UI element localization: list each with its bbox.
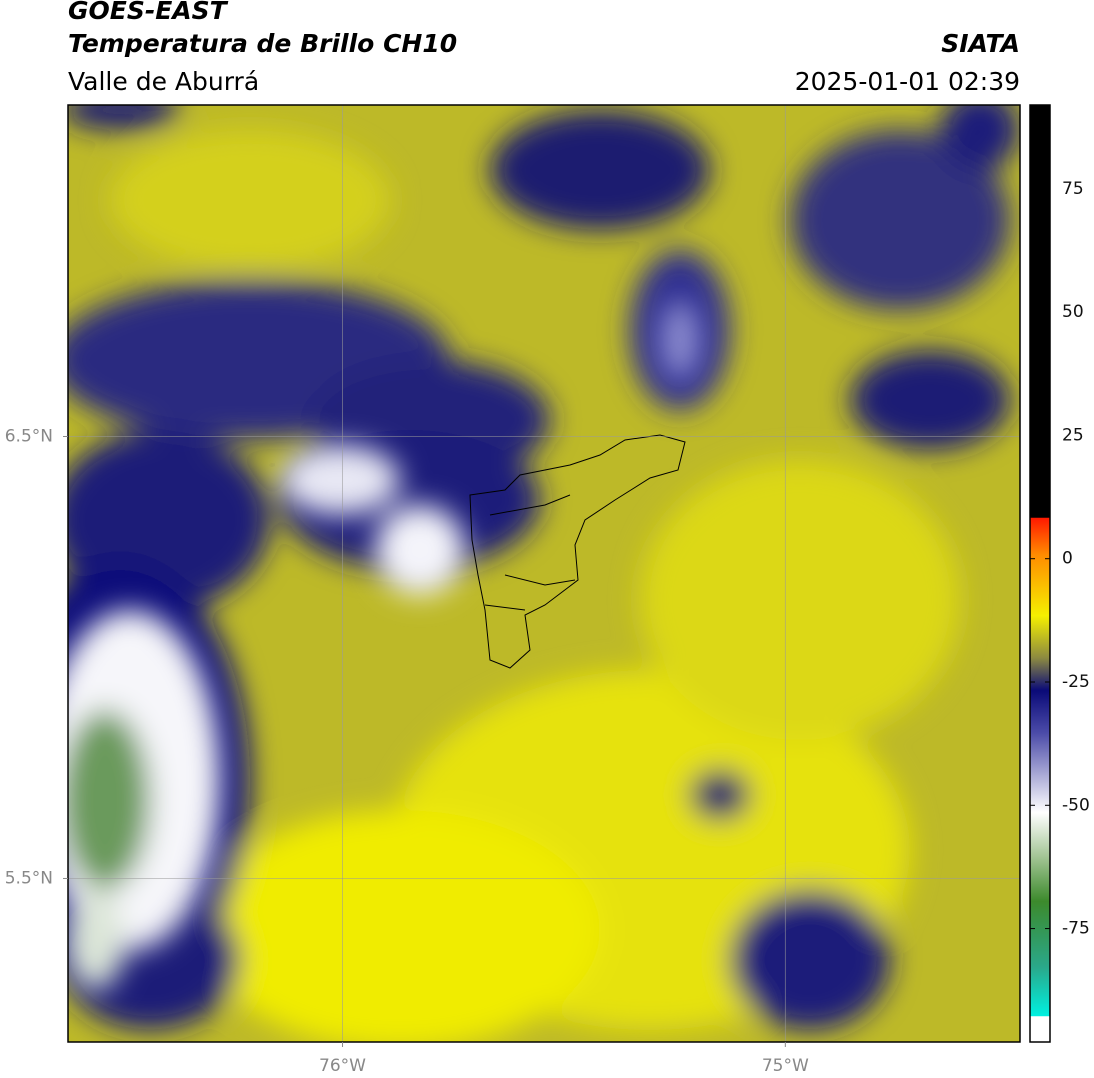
satellite-image bbox=[68, 105, 1020, 1042]
colorbar-tick-label: 50 bbox=[1062, 302, 1084, 322]
region: Valle de Aburrá bbox=[68, 67, 259, 96]
colorbar bbox=[1029, 104, 1051, 1043]
timestamp: 2025-01-01 02:39 bbox=[795, 67, 1020, 96]
x-tick-label: 75°W bbox=[762, 1056, 809, 1076]
grid bbox=[68, 105, 1020, 1042]
subtitle: Temperatura de Brillo CH10 bbox=[68, 29, 457, 58]
map-frame bbox=[67, 104, 1021, 1043]
colorbar-tick-label: 25 bbox=[1062, 425, 1084, 445]
colorbar-tick-label: -75 bbox=[1062, 919, 1090, 939]
colorbar-tick-label: -25 bbox=[1062, 672, 1090, 692]
municipal-boundaries bbox=[469, 434, 686, 669]
x-tick-label: 76°W bbox=[319, 1056, 366, 1076]
source: SIATA bbox=[941, 29, 1020, 58]
colorbar-tick-label: -50 bbox=[1062, 795, 1090, 815]
colorbar-tick-label: 0 bbox=[1062, 549, 1073, 569]
y-tick-label: 6.5°N bbox=[5, 426, 53, 446]
colorbar-tick-label: 75 bbox=[1062, 179, 1084, 199]
title: GOES-EAST bbox=[68, 0, 229, 25]
y-tick-label: 5.5°N bbox=[5, 868, 53, 888]
